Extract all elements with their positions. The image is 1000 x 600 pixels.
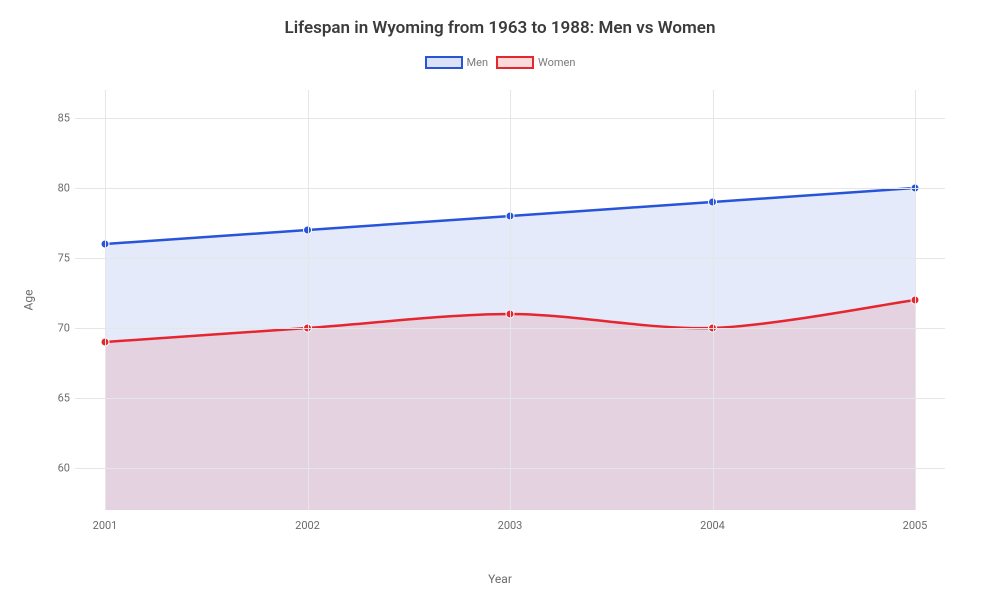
chart-title: Lifespan in Wyoming from 1963 to 1988: M… <box>0 0 1000 38</box>
legend-label-men: Men <box>467 56 489 69</box>
grid-line-v <box>105 90 106 510</box>
y-tick-label: 75 <box>45 252 70 265</box>
x-tick-label: 2001 <box>93 519 118 532</box>
y-tick-label: 60 <box>45 462 70 475</box>
y-tick-label: 85 <box>45 112 70 125</box>
chart-container: Lifespan in Wyoming from 1963 to 1988: M… <box>0 0 1000 600</box>
grid-line-v <box>915 90 916 510</box>
y-tick-label: 70 <box>45 322 70 335</box>
x-axis-label: Year <box>488 572 512 586</box>
plot-area: 60657075808520012002200320042005 <box>75 90 945 510</box>
legend-label-women: Women <box>538 56 575 69</box>
y-tick-label: 65 <box>45 392 70 405</box>
legend-swatch-women <box>496 56 534 69</box>
legend-item-men: Men <box>425 56 489 69</box>
legend-swatch-men <box>425 56 463 69</box>
grid-line-v <box>713 90 714 510</box>
y-axis-label: Age <box>21 290 35 311</box>
legend: Men Women <box>0 56 1000 69</box>
x-tick-label: 2004 <box>700 519 725 532</box>
x-tick-label: 2002 <box>295 519 320 532</box>
grid-line-v <box>308 90 309 510</box>
grid-line-v <box>510 90 511 510</box>
x-tick-label: 2003 <box>498 519 523 532</box>
legend-item-women: Women <box>496 56 575 69</box>
x-tick-label: 2005 <box>903 519 928 532</box>
y-tick-label: 80 <box>45 182 70 195</box>
